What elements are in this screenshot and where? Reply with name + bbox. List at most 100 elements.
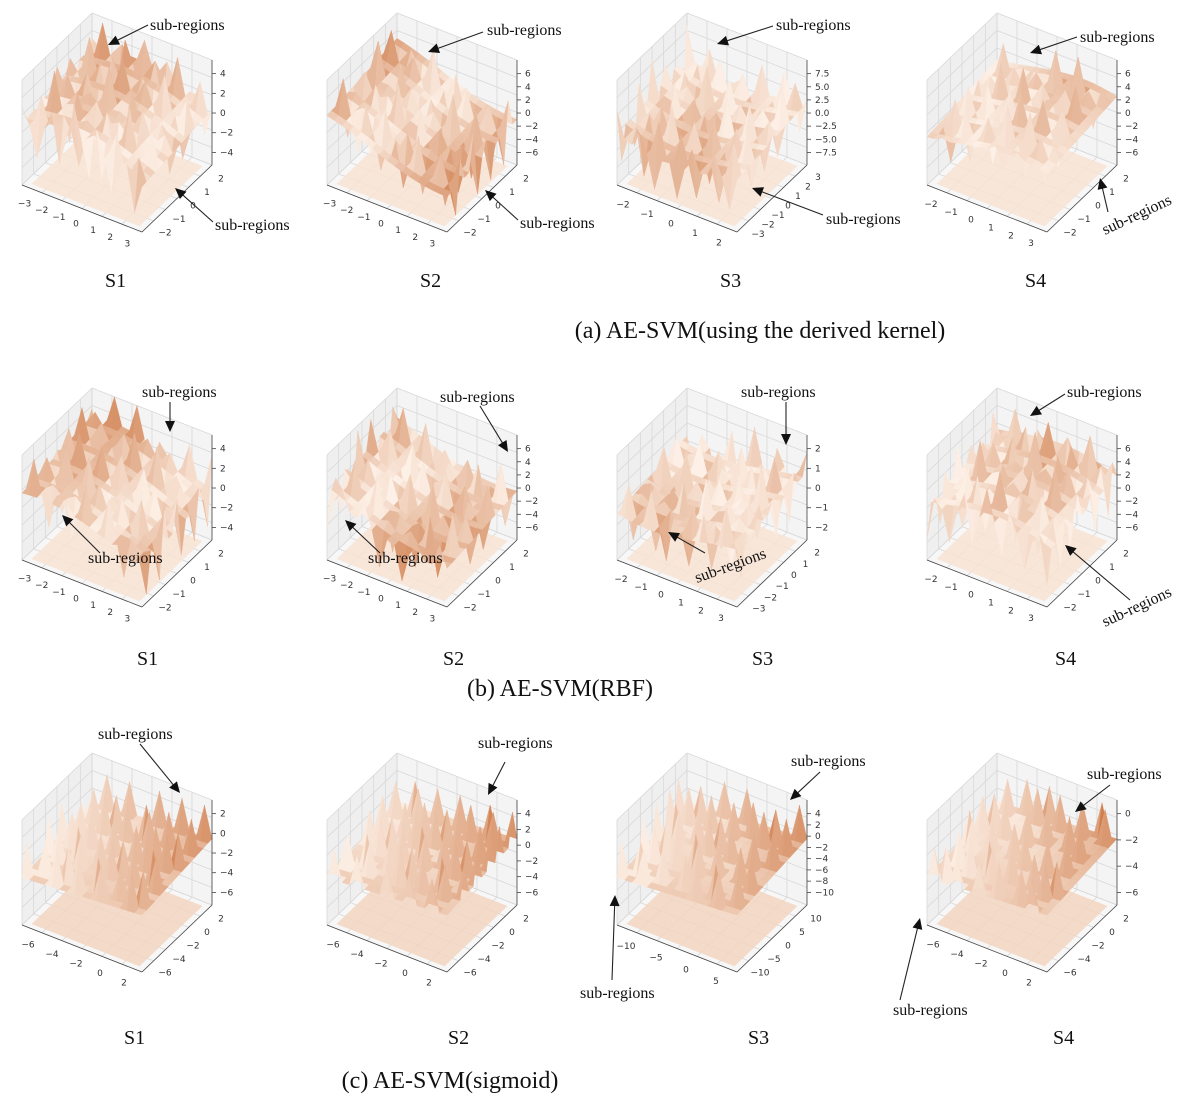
axes	[926, 435, 1118, 608]
y-tick-label: −6	[1063, 968, 1077, 978]
y-tick-label: 0	[1109, 928, 1115, 938]
annotation-arrow-line	[724, 25, 774, 43]
z-tick-label: −4	[525, 873, 539, 883]
panel-label: S4	[1025, 270, 1047, 292]
x-tick-label: 2	[412, 608, 418, 618]
y-tick-label: −1	[1077, 215, 1090, 225]
z-tick-label: 2	[525, 96, 531, 106]
axes	[326, 435, 518, 608]
y-tick-label: 2	[1123, 175, 1129, 185]
z-tick-label: −2	[1125, 122, 1138, 132]
y-tick-label: 1	[204, 563, 210, 573]
y-tick-label: −2	[463, 228, 476, 238]
x-tick-label: −3	[323, 199, 336, 209]
y-tick-label: 1	[509, 188, 515, 198]
surface-plot-c-s4: −6−4−202−6−4−202−6−4−20sub-regionssub-re…	[893, 752, 1162, 1019]
annotation-arrow-line	[139, 743, 176, 788]
axes	[326, 800, 518, 973]
z-tick-label: 2	[525, 471, 531, 481]
z-tick-label: 2	[1125, 96, 1131, 106]
x-tick-label: −1	[634, 583, 647, 593]
z-tick-label: −4	[220, 523, 234, 533]
surface-facet	[729, 908, 742, 916]
annotation-sub-regions: sub-regions	[1067, 384, 1142, 401]
x-tick-label: 2	[121, 978, 127, 988]
annotation-sub-regions: sub-regions	[1087, 766, 1162, 783]
z-tick-label: 2	[220, 464, 226, 474]
x-tick-label: −1	[357, 588, 370, 598]
x-tick-label: 2	[412, 233, 418, 243]
annotation-sub-regions: sub-regions	[791, 753, 866, 770]
z-tick-label: −2	[220, 504, 233, 514]
y-tick-label: −1	[172, 590, 185, 600]
z-tick-label: 2	[815, 821, 821, 831]
x-tick-label: −2	[924, 575, 937, 585]
x-tick-label: −1	[640, 210, 653, 220]
y-tick-label: −6	[158, 968, 172, 978]
annotation-sub-regions: sub-regions	[1100, 584, 1175, 631]
arrowhead-icon	[1065, 545, 1077, 556]
surface-plot-b-s2: −3−2−10123−2−1012−6−4−20246sub-regionssu…	[323, 387, 539, 625]
z-tick-label: −2	[1125, 836, 1138, 846]
y-tick-label: 2	[218, 550, 224, 560]
surface-facet	[729, 542, 742, 577]
x-tick-label: −2	[340, 206, 353, 216]
arrowhead-icon	[485, 190, 497, 202]
z-tick-label: 0	[815, 484, 821, 494]
x-tick-label: −2	[374, 960, 387, 970]
z-tick-label: −4	[1125, 135, 1139, 145]
surface-plot-b-s3: −2−10123−3−2−1012−2−1012sub-regionssub-r…	[614, 384, 828, 624]
x-tick-label: 5	[713, 977, 719, 987]
y-tick-label: 2	[805, 182, 811, 192]
y-tick-label: −2	[1091, 942, 1104, 952]
y-tick-label: 1	[204, 188, 210, 198]
z-tick-label: −4	[1125, 510, 1139, 520]
caption-a: (a) AE-SVM(using the derived kernel)	[574, 318, 946, 344]
y-tick-label: −2	[463, 603, 476, 613]
z-tick-label: 4	[220, 70, 226, 80]
arrowhead-icon	[1075, 801, 1087, 812]
surface-facet	[134, 157, 147, 213]
annotation-sub-regions: sub-regions	[487, 22, 562, 39]
x-tick-label: −1	[52, 588, 65, 598]
x-tick-label: 0	[683, 965, 689, 975]
surface-facet	[134, 908, 147, 916]
x-tick-label: 2	[107, 608, 113, 618]
z-tick-label: −6	[1125, 148, 1139, 158]
panel-label: S1	[124, 1027, 146, 1049]
axes	[21, 800, 213, 973]
x-tick-label: −3	[323, 574, 336, 584]
y-tick-label: 1	[803, 560, 809, 570]
x-tick-label: 1	[692, 229, 698, 239]
arrowhead-icon	[781, 434, 791, 445]
arrowhead-icon	[165, 421, 175, 432]
x-tick-label: 1	[678, 598, 684, 608]
x-tick-label: 2	[107, 233, 113, 243]
z-tick-label: 0	[525, 484, 531, 494]
x-tick-label: 1	[988, 598, 994, 608]
x-tick-label: 0	[658, 591, 664, 601]
y-tick-label: −1	[172, 215, 185, 225]
surface-plot-a-s4: −2−10123−2−1012−6−4−20246sub-regionssub-…	[924, 12, 1174, 249]
x-tick-label: −5	[649, 954, 662, 964]
z-tick-label: 2	[1125, 471, 1131, 481]
annotation-sub-regions: sub-regions	[440, 389, 515, 406]
annotation-arrow-line	[1037, 36, 1078, 51]
arrowhead-icon	[169, 781, 180, 793]
surface-plot-a-s3: −2−1012−3−2−10123−7.5−5.0−2.50.02.55.07.…	[616, 12, 901, 248]
y-tick-label: −3	[752, 604, 765, 614]
arrowhead-icon	[912, 918, 923, 930]
x-tick-label: −1	[52, 213, 65, 223]
z-tick-label: −4	[525, 135, 539, 145]
x-tick-label: 1	[988, 223, 994, 233]
x-tick-label: 3	[1028, 239, 1034, 249]
z-tick-label: −6	[525, 888, 539, 898]
axes	[926, 60, 1118, 233]
z-tick-label: −2	[220, 849, 233, 859]
surface	[326, 30, 518, 216]
y-tick-label: 1	[1109, 188, 1115, 198]
annotation-arrow-line	[795, 771, 821, 795]
x-tick-label: −6	[926, 941, 940, 951]
y-tick-label: 2	[1123, 915, 1129, 925]
